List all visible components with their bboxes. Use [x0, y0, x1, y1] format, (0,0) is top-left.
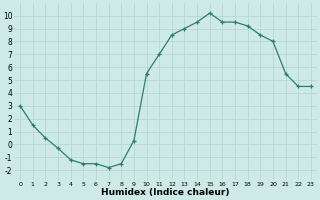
- X-axis label: Humidex (Indice chaleur): Humidex (Indice chaleur): [101, 188, 230, 197]
